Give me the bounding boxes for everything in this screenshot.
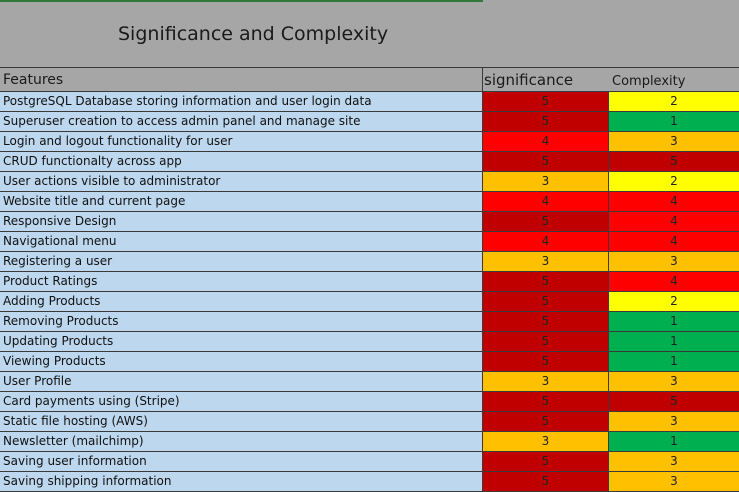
- table-row: Saving user information 5 3: [0, 452, 739, 472]
- title-accent-line: [0, 0, 483, 2]
- complexity-cell[interactable]: 1: [609, 352, 739, 371]
- significance-cell[interactable]: 5: [483, 152, 609, 171]
- feature-cell[interactable]: Responsive Design: [0, 212, 482, 231]
- feature-cell[interactable]: Adding Products: [0, 292, 482, 311]
- feature-cell[interactable]: Static file hosting (AWS): [0, 412, 482, 431]
- header-complexity[interactable]: Complexity: [612, 74, 686, 89]
- header-features[interactable]: Features: [3, 72, 64, 88]
- complexity-cell[interactable]: 1: [609, 312, 739, 331]
- table-row: PostgreSQL Database storing information …: [0, 92, 739, 112]
- complexity-cell[interactable]: 2: [609, 92, 739, 111]
- table-row: Removing Products 5 1: [0, 312, 739, 332]
- table-row: User actions visible to administrator 3 2: [0, 172, 739, 192]
- significance-cell[interactable]: 5: [483, 292, 609, 311]
- table-row: Login and logout functionality for user 4…: [0, 132, 739, 152]
- feature-cell[interactable]: User Profile: [0, 372, 482, 391]
- complexity-cell[interactable]: 2: [609, 292, 739, 311]
- significance-cell[interactable]: 3: [483, 372, 609, 391]
- feature-cell[interactable]: Website title and current page: [0, 192, 482, 211]
- table-row: User Profile 3 3: [0, 372, 739, 392]
- significance-cell[interactable]: 3: [483, 172, 609, 191]
- column-divider: [482, 68, 483, 492]
- significance-cell[interactable]: 5: [483, 332, 609, 351]
- complexity-cell[interactable]: 5: [609, 392, 739, 411]
- complexity-cell[interactable]: 3: [609, 252, 739, 271]
- feature-cell[interactable]: Saving shipping information: [0, 472, 482, 491]
- complexity-cell[interactable]: 3: [609, 452, 739, 471]
- table-row: Registering a user 3 3: [0, 252, 739, 272]
- table-row: Static file hosting (AWS) 5 3: [0, 412, 739, 432]
- table-row: Superuser creation to access admin panel…: [0, 112, 739, 132]
- table-row: Website title and current page 4 4: [0, 192, 739, 212]
- significance-cell[interactable]: 5: [483, 452, 609, 471]
- significance-cell[interactable]: 5: [483, 92, 609, 111]
- significance-cell[interactable]: 5: [483, 272, 609, 291]
- complexity-cell[interactable]: 4: [609, 192, 739, 211]
- table-row: CRUD functionalty across app 5 5: [0, 152, 739, 172]
- complexity-cell[interactable]: 5: [609, 152, 739, 171]
- complexity-cell[interactable]: 3: [609, 412, 739, 431]
- significance-cell[interactable]: 5: [483, 472, 609, 491]
- table-row: Updating Products 5 1: [0, 332, 739, 352]
- complexity-cell[interactable]: 1: [609, 432, 739, 451]
- table-row: Adding Products 5 2: [0, 292, 739, 312]
- table-row: Saving shipping information 5 3: [0, 472, 739, 492]
- feature-cell[interactable]: PostgreSQL Database storing information …: [0, 92, 482, 111]
- feature-cell[interactable]: Removing Products: [0, 312, 482, 331]
- complexity-cell[interactable]: 4: [609, 232, 739, 251]
- table-row: Responsive Design 5 4: [0, 212, 739, 232]
- table-row: Card payments using (Stripe) 5 5: [0, 392, 739, 412]
- table-row: Newsletter (mailchimp) 3 1: [0, 432, 739, 452]
- feature-cell[interactable]: CRUD functionalty across app: [0, 152, 482, 171]
- significance-cell[interactable]: 5: [483, 212, 609, 231]
- table-row: Product Ratings 5 4: [0, 272, 739, 292]
- significance-cell[interactable]: 5: [483, 312, 609, 331]
- feature-cell[interactable]: User actions visible to administrator: [0, 172, 482, 191]
- complexity-cell[interactable]: 1: [609, 112, 739, 131]
- feature-cell[interactable]: Navigational menu: [0, 232, 482, 251]
- significance-cell[interactable]: 5: [483, 112, 609, 131]
- complexity-cell[interactable]: 2: [609, 172, 739, 191]
- feature-cell[interactable]: Newsletter (mailchimp): [0, 432, 482, 451]
- complexity-cell[interactable]: 3: [609, 372, 739, 391]
- significance-cell[interactable]: 3: [483, 252, 609, 271]
- significance-cell[interactable]: 3: [483, 432, 609, 451]
- feature-cell[interactable]: Product Ratings: [0, 272, 482, 291]
- title-band: Significance and Complexity: [0, 0, 739, 68]
- feature-cell[interactable]: Login and logout functionality for user: [0, 132, 482, 151]
- significance-cell[interactable]: 4: [483, 232, 609, 251]
- significance-cell[interactable]: 5: [483, 352, 609, 371]
- significance-cell[interactable]: 4: [483, 132, 609, 151]
- complexity-cell[interactable]: 3: [609, 132, 739, 151]
- feature-cell[interactable]: Updating Products: [0, 332, 482, 351]
- feature-cell[interactable]: Viewing Products: [0, 352, 482, 371]
- feature-cell[interactable]: Registering a user: [0, 252, 482, 271]
- complexity-cell[interactable]: 4: [609, 272, 739, 291]
- significance-cell[interactable]: 4: [483, 192, 609, 211]
- complexity-cell[interactable]: 1: [609, 332, 739, 351]
- significance-cell[interactable]: 5: [483, 392, 609, 411]
- complexity-cell[interactable]: 4: [609, 212, 739, 231]
- feature-cell[interactable]: Superuser creation to access admin panel…: [0, 112, 482, 131]
- table-body: PostgreSQL Database storing information …: [0, 92, 739, 492]
- header-significance[interactable]: significance: [484, 71, 574, 89]
- sheet-title: Significance and Complexity: [118, 23, 389, 45]
- table-row: Viewing Products 5 1: [0, 352, 739, 372]
- complexity-cell[interactable]: 3: [609, 472, 739, 491]
- feature-cell[interactable]: Card payments using (Stripe): [0, 392, 482, 411]
- table-row: Navigational menu 4 4: [0, 232, 739, 252]
- header-row: Features significance Complexity: [0, 68, 739, 92]
- significance-cell[interactable]: 5: [483, 412, 609, 431]
- feature-cell[interactable]: Saving user information: [0, 452, 482, 471]
